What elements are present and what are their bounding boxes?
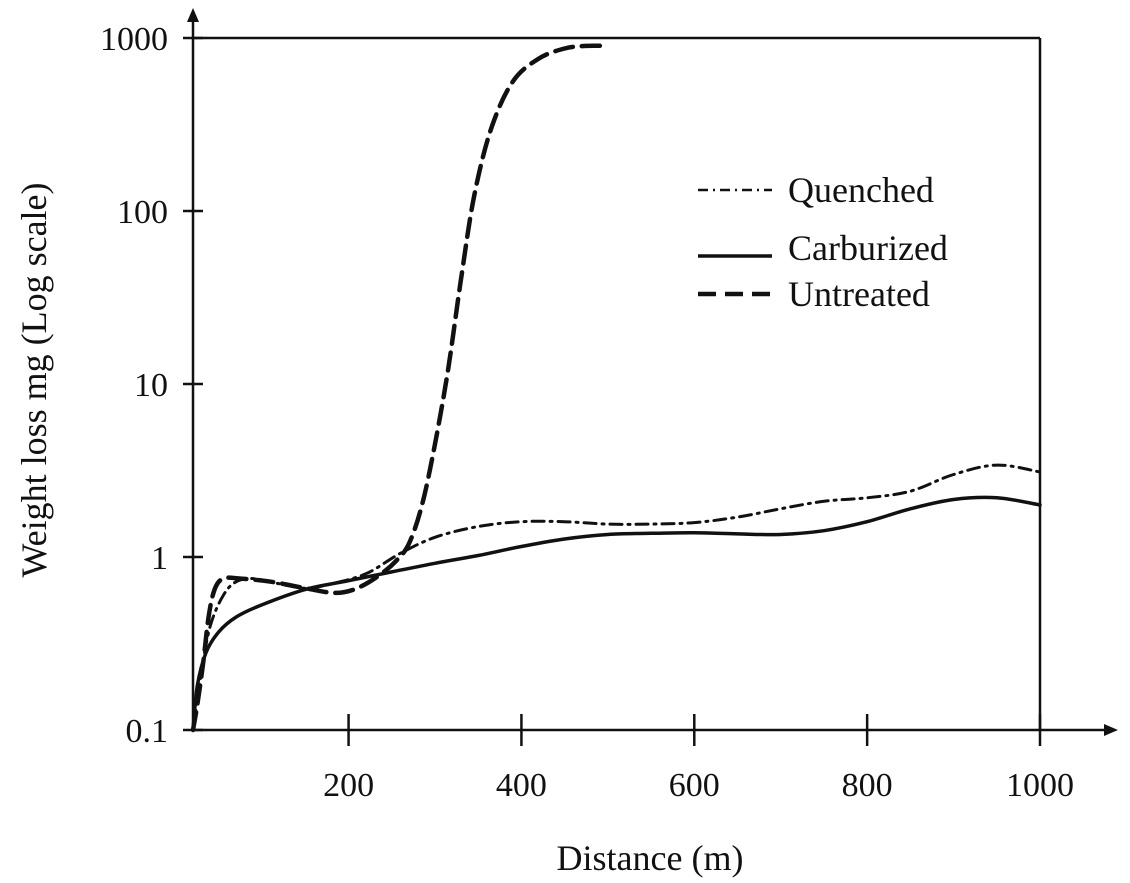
legend-label-untreated: Untreated xyxy=(788,274,930,314)
y-tick-labels: 0.1 1 10 100 1000 xyxy=(100,21,168,750)
legend: Quenched Carburized Untreated xyxy=(698,170,948,314)
y-tick-label: 100 xyxy=(117,194,168,231)
y-tick-label: 10 xyxy=(134,367,168,404)
x-tick-label: 600 xyxy=(669,767,720,804)
y-tick-label: 0.1 xyxy=(126,713,169,750)
x-axis-arrow xyxy=(1104,724,1118,736)
x-tick-label: 400 xyxy=(496,767,547,804)
y-axis-arrow xyxy=(187,8,199,22)
series-lines xyxy=(190,43,1042,733)
series-line-quenched xyxy=(191,463,1042,732)
x-tick-label: 800 xyxy=(842,767,893,804)
legend-label-quenched: Quenched xyxy=(788,170,934,210)
series-line-untreated xyxy=(190,43,611,733)
x-tick-labels: 200 400 600 800 1000 xyxy=(323,767,1074,804)
x-axis-title: Distance (m) xyxy=(557,838,744,878)
x-tick-label: 1000 xyxy=(1006,767,1074,804)
series-line-carburized xyxy=(191,495,1042,732)
y-axis-title: Weight loss mg (Log scale) xyxy=(14,182,54,577)
axes xyxy=(183,8,1118,746)
y-tick-label: 1 xyxy=(151,540,168,577)
y-tick-label: 1000 xyxy=(100,21,168,58)
x-tick-label: 200 xyxy=(323,767,374,804)
legend-label-carburized: Carburized xyxy=(788,228,948,268)
